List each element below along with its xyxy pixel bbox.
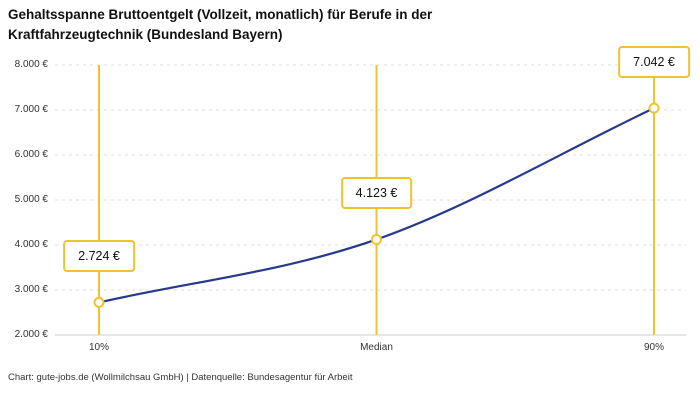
value-label-median: 4.123 € bbox=[340, 177, 413, 210]
value-label-90pct: 7.042 € bbox=[618, 46, 690, 79]
chart-source-credit: Chart: gute-jobs.de (Wollmilchsau GmbH) … bbox=[8, 372, 353, 383]
data-point-marker bbox=[648, 102, 660, 114]
page-title-line2: Kraftfahrzeugtechnik (Bundesland Bayern) bbox=[8, 26, 283, 42]
data-point-marker bbox=[371, 233, 382, 245]
page-title: Gehaltsspanne Bruttoentgelt (Vollzeit, m… bbox=[8, 5, 432, 44]
value-label-10pct: 2.724 € bbox=[63, 240, 135, 273]
page-title-line1: Gehaltsspanne Bruttoentgelt (Vollzeit, m… bbox=[8, 7, 433, 22]
data-point-marker bbox=[93, 296, 105, 308]
